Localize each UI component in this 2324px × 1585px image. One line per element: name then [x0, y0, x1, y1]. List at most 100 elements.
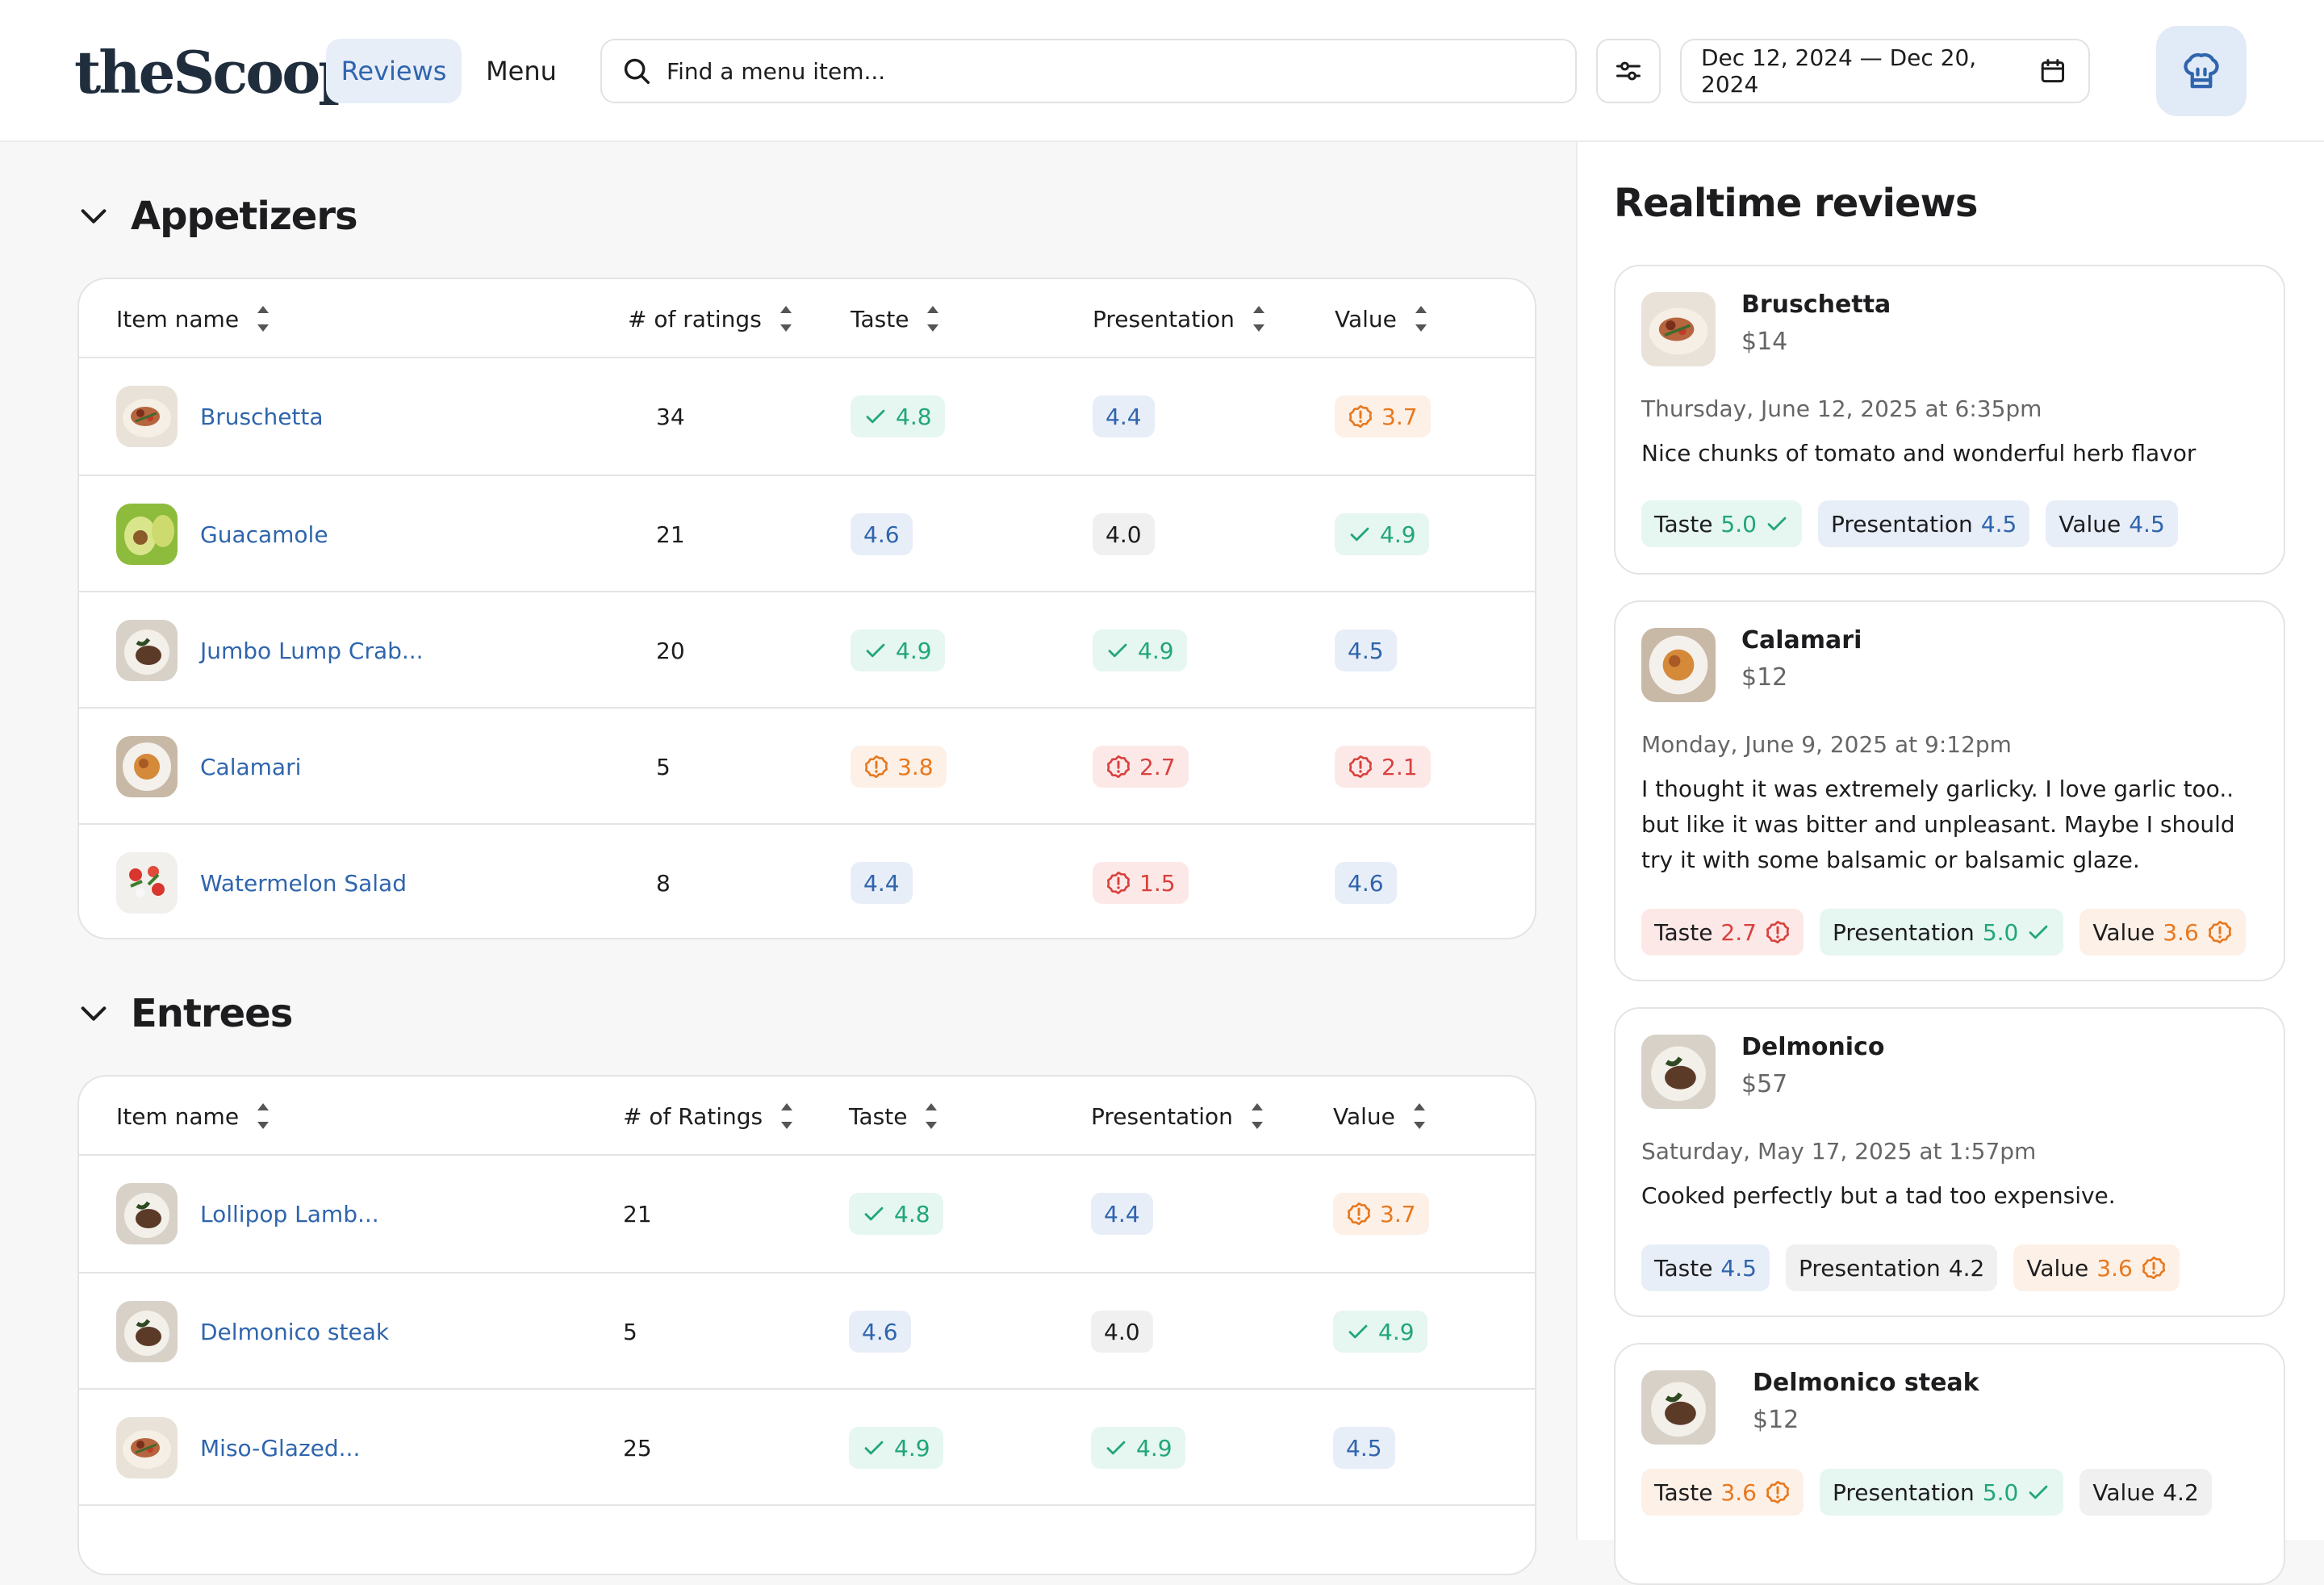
item-name-link[interactable]: Miso-Glazed...	[200, 1434, 361, 1462]
check-icon	[1348, 522, 1372, 546]
date-range-picker[interactable]: Dec 12, 2024 — Dec 20, 2024	[1680, 39, 2090, 103]
column-header-ratings[interactable]: # of Ratings	[623, 1077, 795, 1156]
presentation-score: 1.5	[1093, 862, 1189, 904]
review-date: Thursday, June 12, 2025 at 6:35pm	[1641, 395, 2042, 422]
item-name-link[interactable]: Bruschetta	[200, 403, 324, 430]
item-name-link[interactable]: Watermelon Salad	[200, 869, 407, 897]
sort-icon[interactable]	[1251, 303, 1267, 335]
check-icon	[1765, 512, 1789, 536]
table-row[interactable]: Guacamole 21 4.6 4.0 4.9	[79, 475, 1535, 591]
appetizers-title: Appetizers	[131, 194, 358, 239]
ratings-count: 21	[623, 1200, 652, 1227]
sort-icon[interactable]	[1413, 303, 1429, 335]
sort-icon[interactable]	[779, 1100, 795, 1132]
alert-icon	[1348, 404, 1373, 429]
check-icon	[1346, 1319, 1370, 1344]
item-name-link[interactable]: Calamari	[200, 753, 302, 780]
table-row[interactable]: Delmonico steak 5 4.6 4.0 4.9	[79, 1272, 1535, 1388]
sort-icon[interactable]	[1249, 1100, 1265, 1132]
item-thumbnail	[116, 620, 178, 681]
realtime-reviews-title: Realtime reviews	[1614, 181, 1978, 226]
taste-score: 4.6	[849, 1311, 911, 1353]
table-row[interactable]: Jumbo Lump Crab... 20 4.9 4.9 4.5	[79, 591, 1535, 707]
value-tag: Value 4.5	[2046, 500, 2178, 547]
taste-score: 4.8	[849, 1193, 943, 1235]
column-header-taste[interactable]: Taste	[849, 1077, 939, 1156]
column-header-presentation[interactable]: Presentation	[1093, 279, 1267, 358]
item-thumbnail	[116, 504, 178, 565]
review-card[interactable]: Delmonico steak $12 Taste 3.6 Presentatio…	[1614, 1343, 2285, 1585]
alert-icon	[1346, 1201, 1372, 1227]
taste-score: 3.8	[851, 746, 947, 788]
top-bar: theScoop Reviews Menu Dec 12, 2024 — Dec…	[0, 0, 2324, 142]
alert-icon	[2207, 919, 2233, 945]
column-header-value[interactable]: Value	[1335, 279, 1429, 358]
table-row[interactable]: Lollipop Lamb... 21 4.8 4.4 3.7	[79, 1156, 1535, 1272]
value-score: 4.9	[1335, 513, 1429, 555]
sliders-icon	[1616, 61, 1641, 81]
alert-icon	[1106, 754, 1131, 780]
column-header-item-name[interactable]: Item name	[116, 1077, 271, 1156]
alert-icon	[1348, 754, 1373, 780]
sort-icon[interactable]	[1411, 1100, 1427, 1132]
entrees-section-toggle[interactable]: Entrees	[77, 991, 293, 1036]
sort-icon[interactable]	[925, 303, 941, 335]
logo[interactable]: theScoop	[74, 38, 359, 107]
sort-icon[interactable]	[923, 1100, 939, 1132]
taste-tag: Taste 4.5	[1641, 1244, 1770, 1291]
sort-icon[interactable]	[778, 303, 794, 335]
nav-menu-tab[interactable]: Menu	[486, 56, 557, 86]
taste-tag: Taste 3.6	[1641, 1469, 1804, 1516]
review-card[interactable]: Bruschetta $14 Thursday, June 12, 2025 a…	[1614, 265, 2285, 575]
item-name-link[interactable]: Guacamole	[200, 521, 328, 548]
taste-score: 4.8	[851, 395, 945, 437]
column-header-taste[interactable]: Taste	[851, 279, 941, 358]
review-text: I thought it was extremely garlicky. I l…	[1641, 776, 2235, 873]
search-input[interactable]	[667, 57, 1554, 85]
check-icon	[863, 638, 888, 663]
item-name-link[interactable]: Lollipop Lamb...	[200, 1200, 379, 1227]
review-item-name: Calamari	[1741, 626, 1862, 654]
value-score: 4.9	[1333, 1311, 1427, 1353]
appetizers-table: Item name # of ratings Taste Presentatio…	[77, 278, 1536, 939]
alert-icon	[863, 754, 889, 780]
taste-tag: Taste 5.0	[1641, 500, 1802, 547]
chevron-down-icon	[77, 997, 110, 1030]
taste-score: 4.4	[851, 862, 913, 904]
sort-icon[interactable]	[255, 303, 271, 335]
review-thumbnail	[1641, 292, 1716, 366]
value-score: 4.5	[1333, 1427, 1395, 1469]
ratings-count: 20	[656, 637, 685, 664]
check-icon	[863, 404, 888, 429]
value-tag: Value 4.2	[2079, 1469, 2212, 1516]
column-header-item-name[interactable]: Item name	[116, 279, 271, 358]
nav-reviews-tab[interactable]: Reviews	[326, 39, 462, 103]
table-row[interactable]: Watermelon Salad 8 4.4 1.5 4.6	[79, 823, 1535, 939]
review-card[interactable]: Calamari $12 Monday, June 9, 2025 at 9:1…	[1614, 600, 2285, 981]
review-item-price: $14	[1741, 328, 1788, 356]
sort-icon[interactable]	[255, 1100, 271, 1132]
filter-button[interactable]	[1596, 39, 1661, 103]
check-icon	[862, 1436, 886, 1460]
panel-divider	[1576, 142, 1578, 1540]
review-card[interactable]: Delmonico $57 Saturday, May 17, 2025 at …	[1614, 1007, 2285, 1317]
date-range-text: Dec 12, 2024 — Dec 20, 2024	[1701, 44, 1977, 98]
value-score: 4.5	[1335, 629, 1397, 671]
table-row[interactable]: Bruschetta 34 4.8 4.4 3.7	[79, 358, 1535, 475]
check-icon	[862, 1202, 886, 1226]
value-score: 2.1	[1335, 746, 1431, 788]
search-box[interactable]	[600, 39, 1577, 103]
appetizers-section-toggle[interactable]: Appetizers	[77, 194, 358, 239]
item-name-link[interactable]: Delmonico steak	[200, 1318, 390, 1345]
item-name-link[interactable]: Jumbo Lump Crab...	[200, 637, 424, 664]
profile-button[interactable]	[2156, 26, 2247, 116]
column-header-presentation[interactable]: Presentation	[1091, 1077, 1265, 1156]
table-row[interactable]	[79, 1504, 1535, 1574]
presentation-tag: Presentation 4.5	[1817, 500, 2030, 547]
item-thumbnail	[116, 1183, 178, 1244]
chef-hat-icon	[2184, 52, 2219, 89]
table-row[interactable]: Calamari 5 3.8 2.7 2.1	[79, 707, 1535, 823]
column-header-value[interactable]: Value	[1333, 1077, 1427, 1156]
table-row[interactable]: Miso-Glazed... 25 4.9 4.9 4.5	[79, 1388, 1535, 1504]
column-header-ratings[interactable]: # of ratings	[628, 279, 794, 358]
